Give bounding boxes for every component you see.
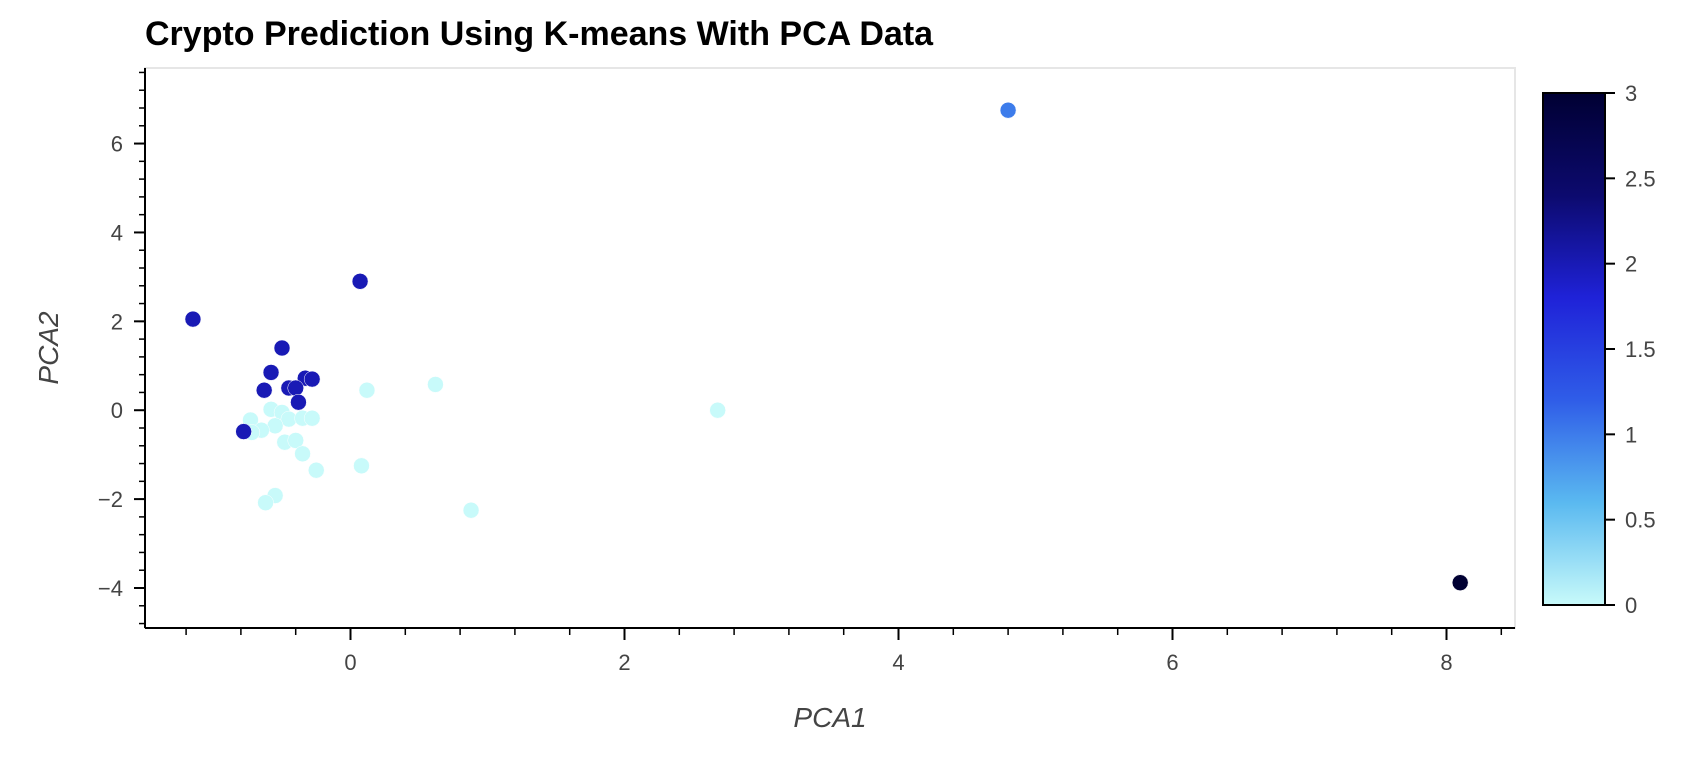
y-tick-label: 0 bbox=[111, 398, 123, 423]
colorbar-tick-label: 1.5 bbox=[1625, 337, 1656, 362]
x-axis: 0 2 4 6 8 bbox=[145, 627, 1515, 675]
scatter-point bbox=[287, 432, 304, 449]
scatter-point bbox=[462, 501, 480, 519]
colorbar-tick-label: 0 bbox=[1625, 593, 1637, 618]
colorbar-tick-label: 1 bbox=[1625, 422, 1637, 447]
scatter-point bbox=[303, 370, 321, 388]
colorbar-tick-label: 2 bbox=[1625, 252, 1637, 277]
scatter-point bbox=[262, 364, 280, 381]
scatter-points bbox=[184, 101, 1469, 591]
x-tick-label: 6 bbox=[1166, 650, 1178, 675]
scatter-point bbox=[308, 461, 325, 479]
colorbar: 0 0.5 1 1.5 2 2.5 3 bbox=[1542, 81, 1656, 618]
colorbar-gradient bbox=[1543, 93, 1605, 605]
scatter-point bbox=[235, 423, 252, 440]
x-tick-label: 2 bbox=[618, 650, 630, 675]
scatter-point bbox=[351, 273, 369, 290]
colorbar-tick-label: 3 bbox=[1625, 81, 1637, 106]
x-tick-label: 8 bbox=[1440, 650, 1452, 675]
scatter-point bbox=[294, 445, 311, 463]
y-tick-label: 2 bbox=[111, 309, 123, 334]
x-tick-label: 4 bbox=[892, 650, 904, 675]
scatter-point bbox=[273, 339, 291, 357]
colorbar-tick-label: 0.5 bbox=[1625, 508, 1656, 533]
scatter-point bbox=[353, 457, 370, 475]
scatter-point bbox=[999, 101, 1017, 119]
scatter-point bbox=[427, 376, 444, 393]
y-axis-title: PCA2 bbox=[33, 311, 64, 385]
y-tick-label: 4 bbox=[111, 220, 123, 245]
y-tick-label: −2 bbox=[98, 487, 123, 512]
x-axis-title: PCA1 bbox=[793, 702, 866, 733]
colorbar-tick-label: 2.5 bbox=[1625, 166, 1656, 191]
y-axis: −4 −2 0 2 4 6 bbox=[98, 68, 146, 628]
x-tick-label: 0 bbox=[344, 650, 356, 675]
scatter-point bbox=[184, 310, 202, 328]
scatter-point bbox=[290, 393, 307, 411]
y-tick-label: 6 bbox=[111, 132, 123, 157]
scatter-point bbox=[303, 409, 321, 427]
chart-title: Crypto Prediction Using K-means With PCA… bbox=[145, 15, 934, 53]
scatter-point bbox=[1451, 574, 1469, 591]
scatter-point bbox=[709, 401, 726, 419]
scatter-point bbox=[257, 494, 274, 511]
plot-area bbox=[144, 67, 1516, 629]
scatter-point bbox=[358, 381, 376, 399]
y-tick-label: −4 bbox=[98, 576, 123, 601]
scatter-point bbox=[287, 379, 304, 397]
scatter-point bbox=[255, 381, 273, 399]
